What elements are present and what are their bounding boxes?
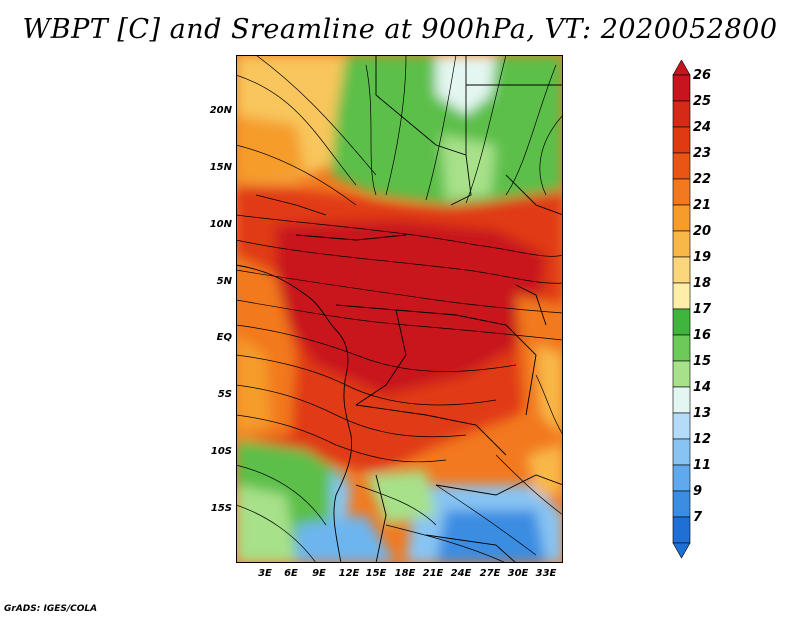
colorbar-bottom-arrow bbox=[672, 542, 691, 559]
footer-credit: GrADS: IGES/COLA bbox=[4, 604, 98, 614]
colorbar-swatch bbox=[672, 360, 691, 388]
colorbar-label: 23 bbox=[693, 146, 712, 161]
x-tick-label: 12E bbox=[338, 568, 360, 579]
y-tick-label: 15S bbox=[210, 503, 232, 514]
map-canvas bbox=[236, 55, 563, 563]
x-tick-label: 15E bbox=[365, 568, 387, 579]
colorbar-swatch bbox=[672, 386, 691, 414]
colorbar-label: 11 bbox=[693, 458, 712, 473]
colorbar-swatch bbox=[672, 464, 691, 492]
colorbar-swatch bbox=[672, 308, 691, 336]
x-tick-label: 24E bbox=[450, 568, 472, 579]
x-tick-label: 6E bbox=[284, 568, 298, 579]
colorbar bbox=[672, 60, 691, 559]
colorbar-label: 25 bbox=[693, 94, 712, 109]
colorbar-label: 21 bbox=[693, 198, 712, 213]
x-tick-label: 27E bbox=[479, 568, 501, 579]
colorbar-label: 9 bbox=[693, 484, 703, 499]
x-tick-label: 9E bbox=[312, 568, 326, 579]
colorbar-label: 18 bbox=[693, 276, 712, 291]
colorbar-swatch bbox=[672, 412, 691, 440]
y-tick-label: 20N bbox=[209, 105, 232, 116]
x-tick-label: 21E bbox=[422, 568, 444, 579]
colorbar-label: 19 bbox=[693, 250, 712, 265]
colorbar-swatch bbox=[672, 516, 691, 544]
x-tick-label: 3E bbox=[258, 568, 272, 579]
colorbar-label: 7 bbox=[693, 510, 703, 525]
colorbar-label: 14 bbox=[693, 380, 712, 395]
colorbar-label: 24 bbox=[693, 120, 712, 135]
y-tick-label: EQ bbox=[216, 332, 232, 343]
colorbar-swatch bbox=[672, 230, 691, 258]
x-tick-label: 18E bbox=[394, 568, 416, 579]
colorbar-swatch bbox=[672, 282, 691, 310]
country-borders bbox=[236, 55, 563, 563]
map-panel bbox=[236, 55, 563, 563]
y-tick-label: 15N bbox=[209, 162, 232, 173]
y-tick-label: 10N bbox=[209, 219, 232, 230]
colorbar-swatch bbox=[672, 256, 691, 284]
map-frame bbox=[236, 55, 563, 563]
colorbar-swatch bbox=[672, 178, 691, 206]
colorbar-swatch bbox=[672, 152, 691, 180]
x-tick-label: 30E bbox=[507, 568, 529, 579]
colorbar-label: 17 bbox=[693, 302, 712, 317]
colorbar-label: 22 bbox=[693, 172, 712, 187]
map-title: WBPT [C] and Sreamline at 900hPa, VT: 20… bbox=[22, 14, 778, 45]
colorbar-swatch bbox=[672, 204, 691, 232]
colorbar-swatch bbox=[672, 490, 691, 518]
colorbar-swatch bbox=[672, 438, 691, 466]
colorbar-swatch bbox=[672, 334, 691, 362]
colorbar-label: 26 bbox=[693, 68, 712, 83]
colorbar-label: 12 bbox=[693, 432, 712, 447]
colorbar-label: 16 bbox=[693, 328, 712, 343]
y-tick-label: 10S bbox=[210, 446, 232, 457]
y-tick-label: 5N bbox=[216, 276, 232, 287]
y-tick-label: 5S bbox=[217, 389, 232, 400]
colorbar-label: 20 bbox=[693, 224, 712, 239]
colorbar-swatch bbox=[672, 100, 691, 128]
colorbar-swatch bbox=[672, 126, 691, 154]
colorbar-swatch bbox=[672, 74, 691, 102]
colorbar-label: 15 bbox=[693, 354, 712, 369]
colorbar-top-arrow bbox=[672, 60, 691, 76]
colorbar-label: 13 bbox=[693, 406, 712, 421]
x-tick-label: 33E bbox=[535, 568, 557, 579]
